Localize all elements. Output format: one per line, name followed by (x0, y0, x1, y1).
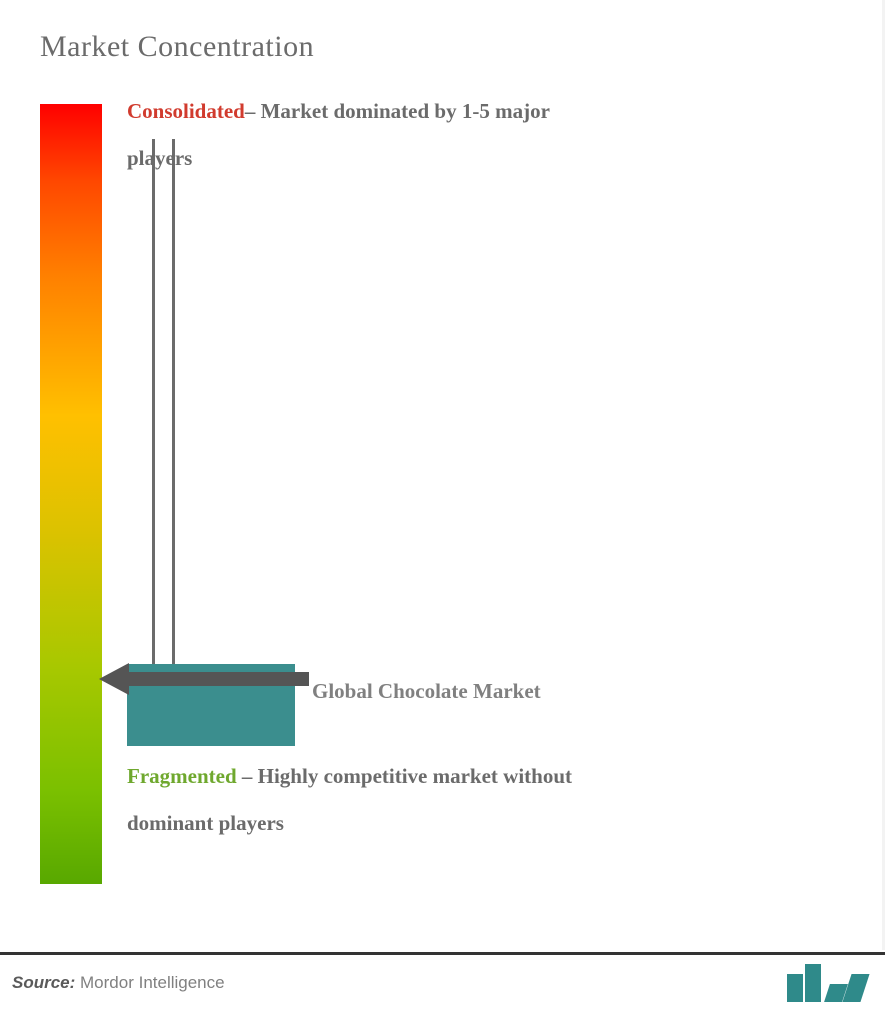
footer: Source: Mordor Intelligence (0, 952, 885, 1010)
fragmented-desc-2: dominant players (127, 811, 845, 836)
consolidated-desc-2: players (127, 146, 845, 171)
logo-bar-4 (842, 974, 869, 1002)
logo-bar-1 (787, 974, 803, 1002)
right-area: Consolidated– Market dominated by 1-5 ma… (127, 104, 845, 904)
fragmented-desc-1: – Highly competitive market without (237, 764, 572, 788)
consolidated-desc-1: – Market dominated by 1-5 major (245, 99, 550, 123)
source-citation: Source: Mordor Intelligence (12, 973, 225, 993)
consolidated-label: Consolidated (127, 99, 245, 123)
source-label: Source: (12, 973, 75, 992)
fragmented-block: Fragmented – Highly competitive market w… (127, 764, 845, 836)
body-area: Consolidated– Market dominated by 1-5 ma… (40, 104, 845, 904)
bracket-line-2 (172, 139, 175, 679)
bracket-line-1 (152, 139, 155, 679)
mordor-logo-icon (787, 964, 865, 1002)
concentration-gradient-bar (40, 104, 102, 884)
source-value: Mordor Intelligence (75, 973, 224, 992)
market-label: Global Chocolate Market (312, 679, 541, 704)
logo-bar-2 (805, 964, 821, 1002)
infographic-content: Market Concentration Consolidated– Marke… (0, 0, 885, 930)
fragmented-label: Fragmented (127, 764, 237, 788)
consolidated-block: Consolidated– Market dominated by 1-5 ma… (127, 99, 845, 171)
market-arrow-icon (99, 663, 309, 700)
page-title: Market Concentration (40, 30, 845, 64)
